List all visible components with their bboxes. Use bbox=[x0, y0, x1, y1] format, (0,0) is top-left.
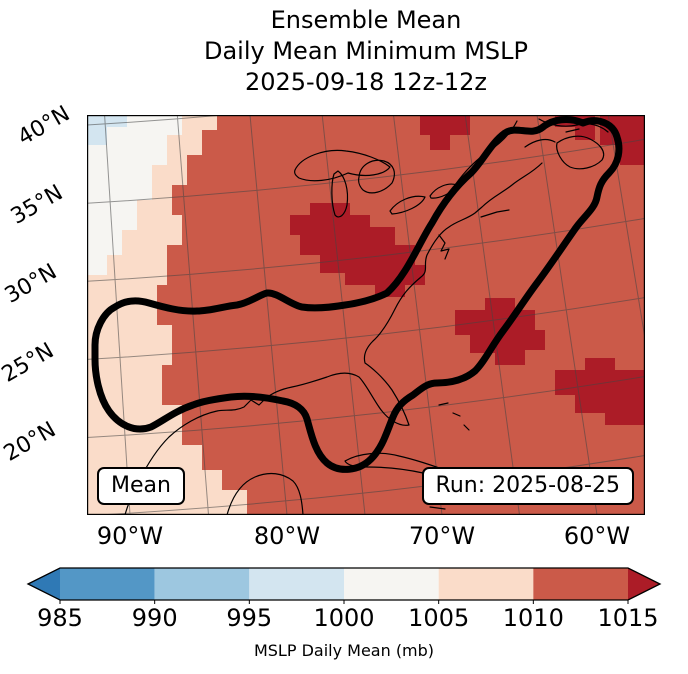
map-frame bbox=[87, 115, 645, 515]
field-over-1015-southeast bbox=[555, 358, 645, 425]
colorbar-bin-985-990 bbox=[60, 568, 155, 600]
colorbar-under-arrow bbox=[28, 568, 60, 600]
colorbar bbox=[24, 566, 664, 604]
lon-tick-70w: 70°W bbox=[408, 522, 476, 550]
field-over-1015-midatlantic bbox=[290, 203, 425, 297]
coastline-jamaica bbox=[429, 506, 446, 510]
colorbar-over-arrow bbox=[628, 568, 660, 600]
map-plot-area: Mean Run: 2025-08-25 bbox=[87, 115, 645, 515]
graticule bbox=[87, 115, 645, 515]
colorbar-bin-995-1000 bbox=[249, 568, 344, 600]
colorbar-caption: MSLP Daily Mean (mb) bbox=[253, 641, 435, 660]
coastline-bahamas bbox=[438, 402, 470, 431]
colorbar-bin-1005-1010 bbox=[438, 568, 534, 600]
lat-tick-25n: 25°N bbox=[0, 338, 59, 388]
lon-tick-60w: 60°W bbox=[563, 522, 631, 550]
lat-tick-30n: 30°N bbox=[0, 259, 62, 309]
coastline-nova-scotia bbox=[556, 135, 605, 170]
mean-annotation-box: Mean bbox=[97, 467, 185, 505]
coastline-pei bbox=[565, 128, 580, 133]
colorbar-bin-990-995 bbox=[154, 568, 250, 600]
colorbar-tick-985: 985 bbox=[37, 604, 83, 632]
bold-feature-contour bbox=[91, 116, 623, 473]
lake-huron bbox=[358, 159, 395, 194]
lake-erie bbox=[389, 195, 426, 215]
coastline-yucatan bbox=[226, 472, 304, 515]
run-annotation-box: Run: 2025-08-25 bbox=[421, 467, 634, 505]
coastline-new-brunswick bbox=[524, 138, 556, 148]
field-over-1015-top-center bbox=[420, 115, 470, 150]
colorbar-bin-1010-1015 bbox=[533, 568, 628, 600]
lake-superior bbox=[294, 149, 391, 182]
colorbar-tick-1000: 1000 bbox=[313, 604, 375, 632]
coastline-chesapeake bbox=[438, 234, 450, 260]
lake-michigan bbox=[331, 170, 349, 218]
coastline-long-island bbox=[480, 209, 510, 218]
lat-tick-35n: 35°N bbox=[6, 180, 68, 230]
colorbar-tick-990: 990 bbox=[131, 604, 178, 632]
colorbar-tick-1015: 1015 bbox=[597, 604, 659, 632]
map-canvas bbox=[87, 115, 645, 515]
field-995-1000-corner-sliver bbox=[87, 115, 127, 145]
coastline-east-gulf bbox=[124, 162, 543, 515]
lat-tick-40n: 40°N bbox=[13, 101, 75, 151]
title-line-1: Ensemble Mean bbox=[270, 6, 462, 34]
lon-tick-80w: 80°W bbox=[253, 522, 321, 550]
lon-tick-90w: 90°W bbox=[96, 522, 164, 550]
colorbar-tick-995: 995 bbox=[226, 604, 273, 632]
field-1000-1005-nw-corner bbox=[87, 115, 182, 275]
colorbar-tick-1005: 1005 bbox=[408, 604, 470, 632]
title-line-3: 2025-09-18 12z-12z bbox=[244, 68, 488, 96]
title-line-2: Daily Mean Minimum MSLP bbox=[203, 37, 529, 65]
colorbar-tick-1010: 1010 bbox=[502, 604, 564, 632]
colorbar-bin-1000-1005 bbox=[344, 568, 439, 600]
lat-tick-20n: 20°N bbox=[0, 417, 61, 467]
colorbar-ticks bbox=[59, 600, 629, 604]
colorbar-canvas bbox=[26, 567, 662, 604]
